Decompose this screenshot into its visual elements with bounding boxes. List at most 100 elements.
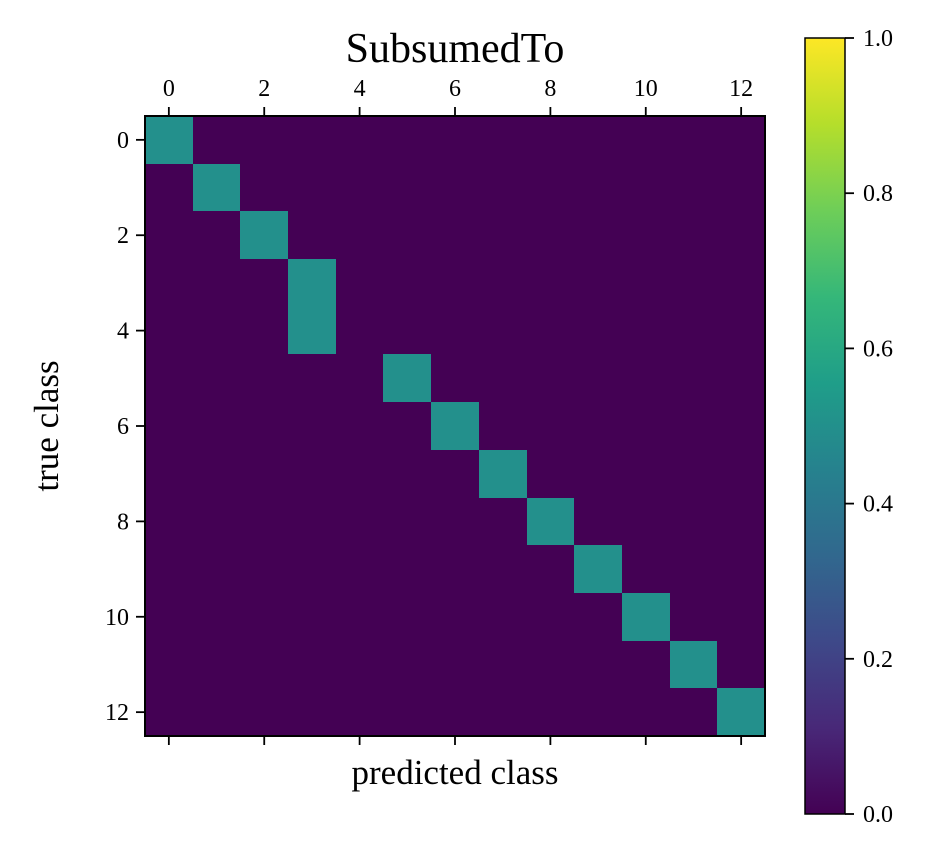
heatmap-cell [383, 116, 432, 165]
heatmap-cell [383, 545, 432, 594]
heatmap-cell [670, 545, 718, 594]
heatmap-cell [670, 593, 718, 642]
heatmap-cell [383, 164, 432, 212]
heatmap-cell [336, 402, 384, 451]
heatmap-cell [336, 307, 384, 355]
heatmap-cell [193, 164, 241, 212]
heatmap-cell [670, 688, 718, 737]
heatmap-cell [574, 211, 623, 260]
heatmap-cell [288, 259, 337, 308]
heatmap-cell [240, 402, 289, 451]
heatmap-cell [622, 354, 671, 403]
heatmap-cell [336, 259, 384, 308]
y-tick-label: 12 [105, 700, 129, 726]
heatmap-cell [717, 641, 766, 689]
heatmap-cell [574, 307, 623, 355]
heatmap-cell [288, 164, 337, 212]
heatmap-cells [145, 116, 766, 737]
heatmap-cell [240, 545, 289, 594]
heatmap-cell [193, 211, 241, 260]
heatmap-cell [336, 641, 384, 689]
heatmap-cell [527, 545, 575, 594]
heatmap-cell [670, 354, 718, 403]
y-tick-label: 6 [117, 414, 129, 440]
heatmap-cell [383, 688, 432, 737]
heatmap-cell [527, 498, 575, 546]
heatmap-cell [479, 116, 528, 165]
heatmap-cell [193, 354, 241, 403]
heatmap-cell [622, 259, 671, 308]
heatmap-cell [431, 164, 480, 212]
y-tick-label: 0 [117, 128, 129, 154]
heatmap-cell [288, 450, 337, 499]
heatmap-cell [479, 211, 528, 260]
x-tick-label: 0 [163, 76, 175, 102]
heatmap-cell [622, 402, 671, 451]
heatmap-cell [527, 641, 575, 689]
heatmap-cell [383, 211, 432, 260]
heatmap-cell [193, 545, 241, 594]
heatmap-cell [717, 402, 766, 451]
heatmap-cell [431, 450, 480, 499]
heatmap-cell [193, 688, 241, 737]
heatmap-cell [670, 164, 718, 212]
heatmap-cell [574, 259, 623, 308]
heatmap-cell [336, 354, 384, 403]
x-tick-label: 12 [729, 76, 753, 102]
heatmap-cell [717, 116, 766, 165]
heatmap-cell [670, 307, 718, 355]
heatmap-cell [527, 164, 575, 212]
heatmap-cell [479, 498, 528, 546]
heatmap-cell [336, 450, 384, 499]
heatmap-cell [527, 211, 575, 260]
heatmap-cell [145, 402, 194, 451]
heatmap-cell [193, 593, 241, 642]
heatmap-cell [240, 164, 289, 212]
heatmap-cell [717, 545, 766, 594]
heatmap-cell [193, 307, 241, 355]
heatmap-cell [431, 688, 480, 737]
heatmap-cell [527, 688, 575, 737]
heatmap-cell [717, 450, 766, 499]
heatmap-cell [193, 402, 241, 451]
chart-title: SubsumedTo [346, 26, 565, 72]
heatmap-cell [574, 688, 623, 737]
heatmap-cell [574, 593, 623, 642]
heatmap-cell [622, 164, 671, 212]
heatmap-cell [622, 593, 671, 642]
heatmap-cell [717, 259, 766, 308]
x-axis-ticks: 0 2 4 6 8 10 12 [163, 76, 753, 745]
colorbar-tick-label: 0.0 [863, 802, 893, 828]
heatmap-cell [479, 545, 528, 594]
heatmap-cell [622, 545, 671, 594]
heatmap-cell [336, 498, 384, 546]
colorbar-tick-label: 0.8 [863, 181, 893, 207]
heatmap-cell [193, 498, 241, 546]
heatmap-cell [527, 593, 575, 642]
heatmap-cell [240, 211, 289, 260]
heatmap-cell [383, 641, 432, 689]
heatmap-cell [288, 593, 337, 642]
heatmap-cell [288, 307, 337, 355]
heatmap-cell [717, 164, 766, 212]
heatmap-cell [479, 402, 528, 451]
heatmap-cell [240, 307, 289, 355]
heatmap-cell [717, 211, 766, 260]
heatmap-cell [288, 498, 337, 546]
heatmap-cell [145, 641, 194, 689]
heatmap-cell [240, 688, 289, 737]
x-axis-label: predicted class [352, 753, 559, 792]
heatmap-cell [479, 641, 528, 689]
heatmap-cell [336, 688, 384, 737]
heatmap-cell [479, 450, 528, 499]
heatmap-cell [145, 545, 194, 594]
heatmap-cell [240, 593, 289, 642]
heatmap-cell [431, 307, 480, 355]
heatmap-cell [336, 116, 384, 165]
heatmap-cell [574, 354, 623, 403]
heatmap-cell [383, 498, 432, 546]
heatmap-cell [145, 164, 194, 212]
heatmap-cell [670, 259, 718, 308]
heatmap-cell [527, 116, 575, 165]
